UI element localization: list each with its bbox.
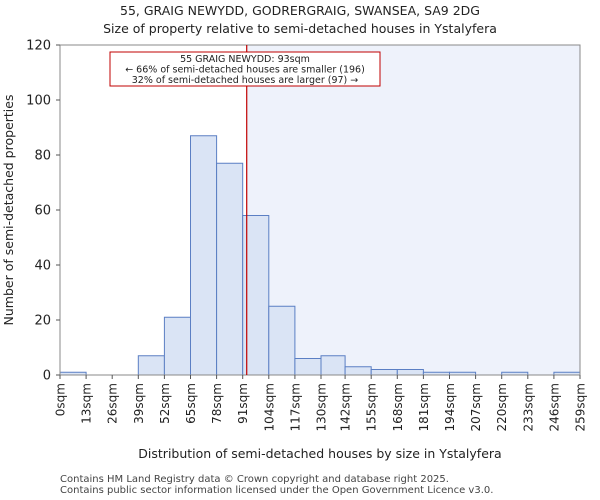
chart-subtitle: Size of property relative to semi-detach…	[103, 21, 497, 36]
x-tick-label: 117sqm	[288, 383, 302, 431]
highlight-region	[246, 45, 580, 375]
x-tick-label: 259sqm	[574, 383, 588, 431]
y-tick-label: 80	[34, 149, 51, 164]
x-tick-label: 181sqm	[417, 383, 431, 431]
footer-copyright: Contains HM Land Registry data © Crown c…	[60, 474, 449, 485]
x-tick-label: 155sqm	[365, 383, 379, 431]
x-tick-label: 39sqm	[132, 383, 146, 424]
x-axis-label: Distribution of semi-detached houses by …	[138, 446, 501, 461]
x-tick-label: 168sqm	[391, 383, 405, 431]
y-tick-label: 100	[26, 94, 51, 109]
x-tick-label: 194sqm	[443, 383, 457, 431]
x-tick-label: 52sqm	[158, 383, 172, 424]
histogram-bar	[344, 366, 372, 376]
x-tick-label: 142sqm	[339, 383, 353, 431]
histogram-bar	[216, 162, 244, 376]
x-tick-label: 26sqm	[106, 383, 120, 424]
histogram-chart: 0 20 40 60 80 100 120 0sqm 13sqm 26sqm 39sqm 52sqm 6…	[1, 39, 588, 462]
y-tick-label: 40	[34, 259, 51, 274]
x-tick-label: 78sqm	[210, 383, 224, 424]
histogram-bar	[190, 135, 218, 376]
annotation-box	[109, 51, 381, 87]
annotation-line: 55 GRAIG NEWYDD: 93sqm	[180, 54, 310, 65]
histogram-bar	[370, 369, 398, 376]
x-tick-label: 207sqm	[469, 383, 483, 431]
histogram-bar	[137, 355, 165, 376]
y-tick-label: 120	[26, 39, 51, 54]
histogram-bar	[163, 316, 192, 376]
x-tick-label: 233sqm	[521, 383, 535, 431]
x-tick-label: 13sqm	[80, 383, 94, 424]
x-tick-label: 65sqm	[184, 383, 198, 424]
annotation-line: 32% of semi-detached houses are larger (…	[132, 75, 359, 86]
y-tick-label: 20	[34, 314, 51, 329]
x-tick-label: 104sqm	[262, 383, 276, 431]
x-tick-label: 246sqm	[547, 383, 561, 431]
y-tick-label: 60	[34, 204, 51, 219]
annotation-line: ← 66% of semi-detached houses are smalle…	[125, 65, 365, 76]
chart-title: 55, GRAIG NEWYDD, GODRERGRAIG, SWANSEA, …	[120, 3, 480, 18]
histogram-bar	[396, 369, 424, 376]
histogram-bar	[268, 305, 296, 376]
x-tick-label: 220sqm	[495, 383, 509, 431]
x-tick-label: 91sqm	[236, 383, 250, 424]
histogram-bar	[320, 355, 346, 376]
footer-licence: Contains public sector information licen…	[60, 485, 494, 496]
x-tick-label: 0sqm	[54, 383, 68, 416]
y-tick-label: 0	[43, 369, 51, 384]
histogram-bar	[294, 358, 322, 376]
y-axis-label: Number of semi-detached properties	[1, 95, 16, 326]
x-tick-label: 130sqm	[315, 383, 329, 431]
